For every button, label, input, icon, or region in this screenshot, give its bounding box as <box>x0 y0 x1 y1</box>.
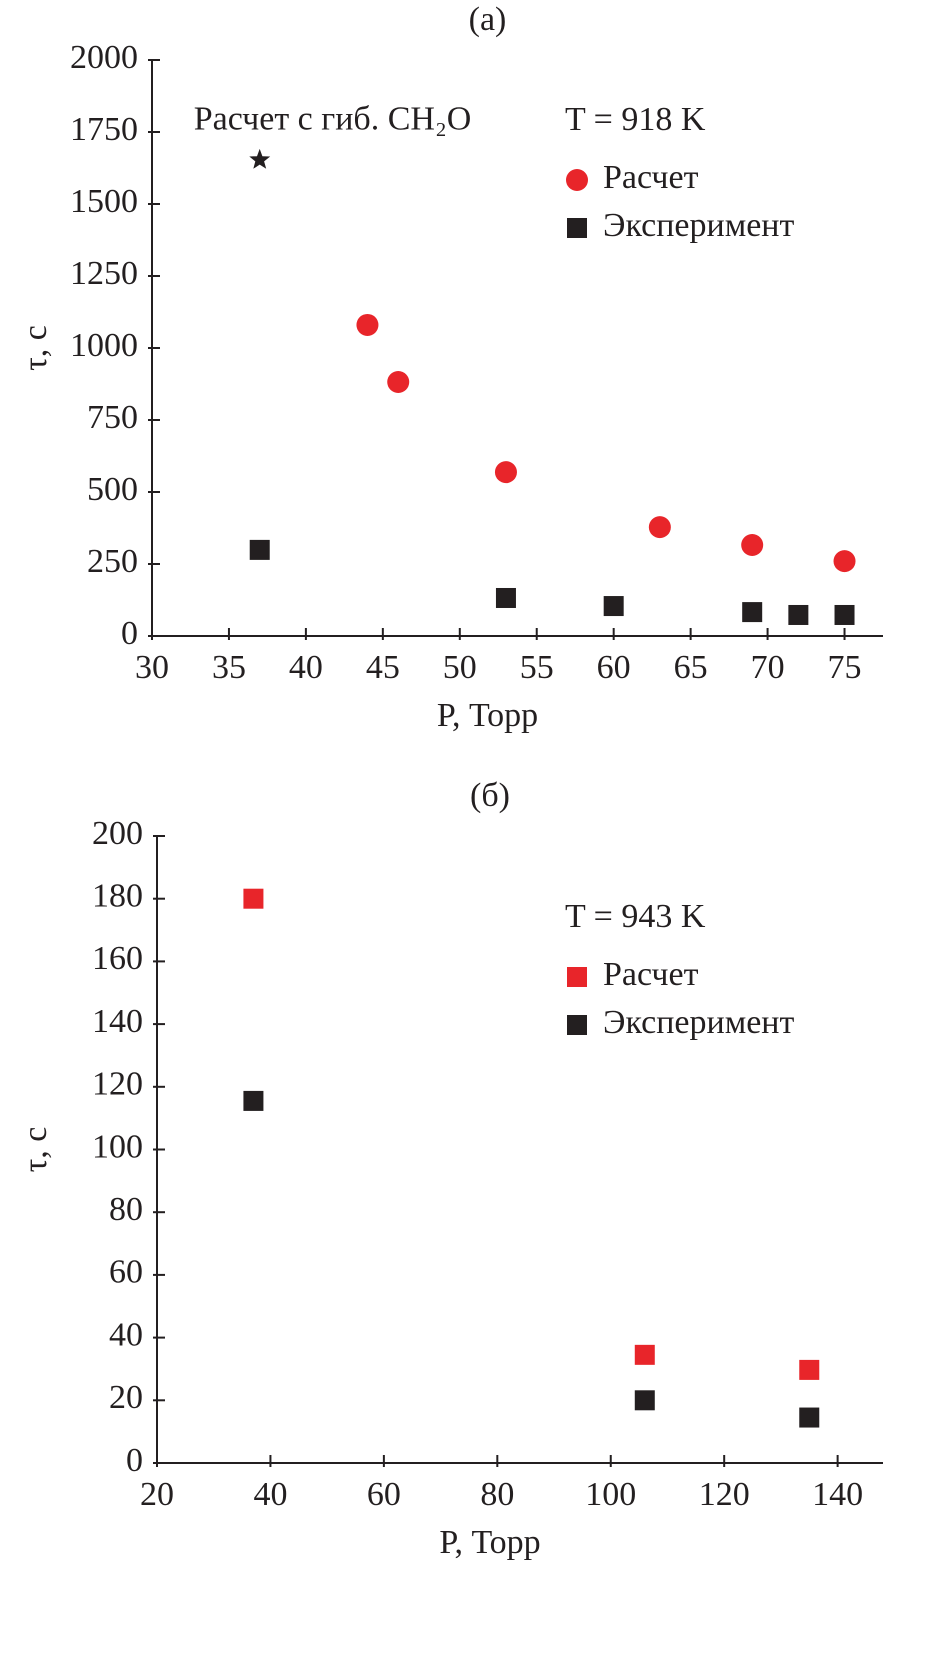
point <box>387 370 410 393</box>
x-tick-label: 35 <box>212 649 246 686</box>
x-tick-label: 50 <box>443 649 477 686</box>
x-tick-label: 65 <box>674 649 708 686</box>
legend-marker <box>567 967 587 987</box>
point <box>833 550 856 573</box>
y-tick-label: 200 <box>92 815 143 852</box>
x-axis-label: P, Торр <box>437 697 538 734</box>
legend-marker <box>567 218 587 238</box>
y-tick-label: 100 <box>92 1128 143 1165</box>
y-axis-label: τ, с <box>17 1127 54 1173</box>
point <box>648 516 671 539</box>
x-tick-label: 120 <box>699 1476 750 1513</box>
x-tick-label: 30 <box>135 649 169 686</box>
legend-label: Расчет <box>603 956 699 993</box>
y-tick-label: 160 <box>92 940 143 977</box>
chart-title: (б) <box>470 777 510 814</box>
y-tick-label: 1250 <box>70 255 138 292</box>
y-tick-label: 0 <box>126 1442 143 1479</box>
x-tick-label: 140 <box>812 1476 863 1513</box>
annotation: T = 943 K <box>565 898 706 935</box>
x-tick-label: 75 <box>828 649 862 686</box>
x-tick-label: 60 <box>367 1476 401 1513</box>
y-tick-label: 120 <box>92 1066 143 1103</box>
point <box>603 596 624 617</box>
point <box>243 888 264 909</box>
y-tick-label: 250 <box>87 543 138 580</box>
legend-marker <box>567 1015 587 1035</box>
y-tick-label: 140 <box>92 1003 143 1040</box>
y-tick-label: 500 <box>87 471 138 508</box>
chart-title: (а) <box>469 1 507 38</box>
point <box>799 1359 820 1380</box>
y-tick-label: 750 <box>87 399 138 436</box>
point <box>741 533 764 556</box>
y-tick-label: 2000 <box>70 39 138 76</box>
legend-label: Эксперимент <box>603 207 794 244</box>
point <box>249 148 271 169</box>
y-tick-label: 20 <box>109 1379 143 1416</box>
x-tick-label: 40 <box>253 1476 287 1513</box>
point-label: Расчет с гиб. CH₂O <box>194 101 472 138</box>
point <box>799 1407 820 1428</box>
x-tick-label: 55 <box>520 649 554 686</box>
x-tick-label: 70 <box>751 649 785 686</box>
y-tick-label: 1750 <box>70 111 138 148</box>
x-axis-label: P, Торр <box>439 1524 540 1561</box>
x-tick-label: 60 <box>597 649 631 686</box>
point <box>356 313 379 336</box>
y-tick-label: 80 <box>109 1191 143 1228</box>
point <box>742 602 763 623</box>
x-tick-label: 100 <box>585 1476 636 1513</box>
y-tick-label: 180 <box>92 877 143 914</box>
x-tick-label: 20 <box>140 1476 174 1513</box>
legend-label: Эксперимент <box>603 1004 794 1041</box>
x-tick-label: 80 <box>480 1476 514 1513</box>
point <box>495 587 516 608</box>
y-tick-label: 40 <box>109 1316 143 1353</box>
point <box>494 461 517 484</box>
point <box>634 1390 655 1411</box>
y-tick-label: 0 <box>121 615 138 652</box>
y-tick-label: 1500 <box>70 183 138 220</box>
y-tick-label: 1000 <box>70 327 138 364</box>
point <box>634 1344 655 1365</box>
point <box>249 539 270 560</box>
annotation: T = 918 K <box>565 101 706 138</box>
x-tick-label: 40 <box>289 649 323 686</box>
point <box>834 604 855 625</box>
y-axis-label: τ, с <box>17 325 54 371</box>
legend-label: Расчет <box>603 159 699 196</box>
legend-marker <box>566 169 588 191</box>
y-tick-label: 60 <box>109 1254 143 1291</box>
point <box>243 1090 264 1111</box>
x-tick-label: 45 <box>366 649 400 686</box>
point <box>788 604 809 625</box>
